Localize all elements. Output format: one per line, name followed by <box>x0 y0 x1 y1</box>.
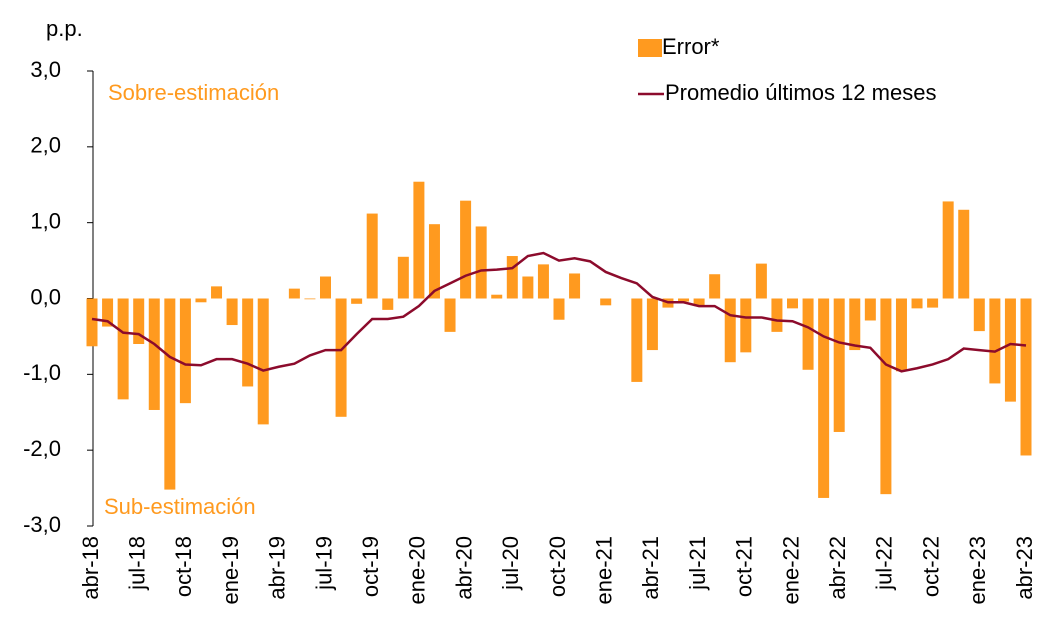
bar <box>133 298 145 344</box>
bar <box>1020 298 1032 456</box>
bar <box>880 298 892 495</box>
x-tick-label: abr-19 <box>265 536 290 600</box>
bar <box>86 298 98 347</box>
x-tick-label: oct-19 <box>358 536 383 597</box>
bar <box>257 298 269 425</box>
bar <box>553 298 565 320</box>
bar <box>631 298 643 382</box>
bar <box>242 298 254 387</box>
bar <box>864 298 876 321</box>
y-unit: p.p. <box>46 16 83 41</box>
bar <box>942 201 954 299</box>
bar <box>1004 298 1016 402</box>
bar <box>911 298 923 309</box>
y-tick-label: 1,0 <box>30 208 61 233</box>
x-tick-label: abr-22 <box>825 536 850 600</box>
bar <box>740 298 752 353</box>
legend-label: Promedio últimos 12 meses <box>665 80 936 105</box>
line <box>91 251 1027 373</box>
bar <box>428 224 440 299</box>
legend-label: Error* <box>662 34 720 59</box>
bar <box>537 264 549 299</box>
bar <box>927 298 939 308</box>
x-tick-label: jul-19 <box>311 536 336 591</box>
bar <box>771 298 783 332</box>
bar <box>211 286 223 299</box>
x-tick-label: jul-21 <box>685 536 710 591</box>
bar <box>818 298 830 498</box>
bar <box>397 256 409 299</box>
bar <box>117 298 129 400</box>
x-tick-label: ene-20 <box>405 536 430 605</box>
x-tick-label: oct-18 <box>171 536 196 597</box>
bar <box>973 298 985 332</box>
bar <box>787 298 798 309</box>
bar <box>895 298 907 372</box>
y-tick-label: -2,0 <box>23 436 61 461</box>
bar <box>646 298 658 351</box>
bar <box>366 213 378 299</box>
bar <box>475 226 487 299</box>
x-tick-label: jul-18 <box>125 536 150 591</box>
y-tick-label: -3,0 <box>23 512 61 537</box>
bar <box>709 274 721 299</box>
bar <box>226 298 238 326</box>
bar <box>678 298 690 302</box>
bar <box>802 298 814 370</box>
x-tick-label: abr-23 <box>1012 536 1037 600</box>
bar <box>179 298 191 404</box>
bar <box>102 298 114 327</box>
x-tick-label: oct-20 <box>545 536 570 597</box>
x-tick-label: ene-22 <box>778 536 803 605</box>
bar <box>304 298 316 300</box>
bar <box>506 256 518 299</box>
bar <box>958 209 970 299</box>
bar <box>460 200 472 299</box>
bar <box>989 298 1001 384</box>
bar <box>849 298 861 351</box>
x-tick-label: ene-21 <box>592 536 617 605</box>
x-tick-label: abr-18 <box>78 536 103 600</box>
bar <box>755 263 767 299</box>
bar <box>320 276 331 299</box>
bar <box>600 298 612 306</box>
bar <box>195 298 207 303</box>
bar <box>491 294 503 299</box>
x-tick-label: abr-20 <box>451 536 476 600</box>
annotation: Sub-estimación <box>104 494 256 519</box>
annotation: Sobre-estimación <box>108 80 279 105</box>
bar <box>413 181 425 299</box>
bar <box>724 298 736 363</box>
x-tick-label: oct-22 <box>918 536 943 597</box>
y-tick-label: -1,0 <box>23 360 61 385</box>
x-tick-label: jul-20 <box>498 536 523 591</box>
x-tick-label: ene-23 <box>965 536 990 605</box>
y-tick-label: 0,0 <box>30 284 61 309</box>
bar <box>288 288 300 299</box>
bar <box>833 298 845 432</box>
x-tick-label: ene-19 <box>218 536 243 605</box>
x-tick-label: abr-21 <box>638 536 663 600</box>
y-tick-label: 2,0 <box>30 133 61 158</box>
bar <box>382 298 394 310</box>
bar <box>335 298 347 417</box>
x-tick-label: oct-21 <box>732 536 757 597</box>
y-tick-label: 3,0 <box>30 57 61 82</box>
bar <box>693 298 705 307</box>
bar <box>444 298 456 332</box>
bar <box>569 273 581 299</box>
x-tick-label: jul-22 <box>872 536 897 591</box>
bar <box>164 298 176 490</box>
bar <box>351 298 363 304</box>
bar <box>148 298 160 410</box>
legend-swatch <box>638 39 662 57</box>
bar <box>522 276 534 299</box>
